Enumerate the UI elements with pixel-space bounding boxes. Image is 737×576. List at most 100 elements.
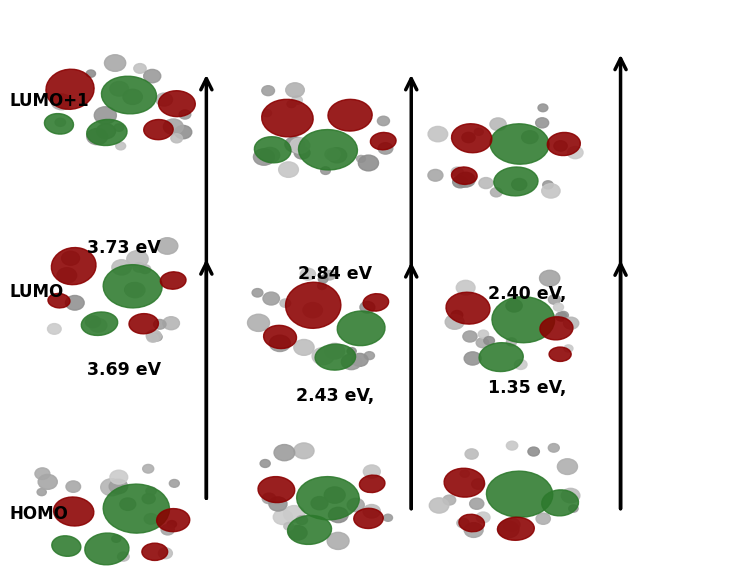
Ellipse shape [294, 443, 314, 458]
Ellipse shape [327, 532, 349, 550]
Ellipse shape [287, 516, 332, 544]
Ellipse shape [352, 354, 368, 366]
Ellipse shape [35, 468, 50, 479]
Ellipse shape [315, 344, 355, 370]
Ellipse shape [164, 119, 184, 135]
Ellipse shape [179, 110, 191, 119]
Ellipse shape [47, 324, 61, 334]
Ellipse shape [464, 522, 483, 537]
Ellipse shape [371, 132, 396, 150]
Ellipse shape [103, 484, 170, 533]
Ellipse shape [298, 130, 357, 170]
Ellipse shape [303, 302, 323, 318]
Ellipse shape [270, 335, 290, 351]
Ellipse shape [378, 143, 393, 154]
Ellipse shape [297, 476, 359, 520]
Ellipse shape [123, 89, 142, 104]
Ellipse shape [133, 263, 145, 272]
Ellipse shape [567, 146, 583, 158]
Ellipse shape [142, 494, 156, 503]
Ellipse shape [522, 131, 538, 143]
Ellipse shape [158, 548, 172, 559]
Ellipse shape [341, 354, 361, 370]
Ellipse shape [328, 99, 372, 131]
Ellipse shape [569, 505, 578, 512]
Text: 2.40 eV,: 2.40 eV, [488, 285, 566, 303]
Ellipse shape [139, 265, 150, 274]
Ellipse shape [483, 336, 495, 345]
Ellipse shape [112, 535, 121, 543]
Ellipse shape [280, 299, 290, 308]
Ellipse shape [262, 99, 313, 137]
Ellipse shape [161, 525, 175, 535]
Ellipse shape [144, 119, 173, 140]
Ellipse shape [492, 297, 554, 343]
Ellipse shape [360, 301, 375, 313]
Ellipse shape [57, 268, 77, 283]
Ellipse shape [542, 181, 553, 189]
Ellipse shape [296, 516, 307, 525]
Ellipse shape [428, 126, 447, 142]
Ellipse shape [446, 292, 490, 324]
Ellipse shape [456, 172, 475, 187]
Ellipse shape [94, 107, 116, 124]
Ellipse shape [358, 155, 379, 171]
Text: HOMO: HOMO [10, 505, 69, 524]
Ellipse shape [457, 518, 469, 528]
Ellipse shape [127, 251, 148, 267]
Ellipse shape [490, 188, 502, 197]
Ellipse shape [262, 493, 276, 503]
Ellipse shape [285, 137, 304, 152]
Ellipse shape [87, 128, 108, 145]
Ellipse shape [479, 177, 493, 188]
Ellipse shape [105, 55, 126, 71]
Ellipse shape [459, 514, 484, 532]
Ellipse shape [263, 292, 279, 305]
Ellipse shape [506, 338, 517, 346]
Ellipse shape [129, 313, 158, 334]
Ellipse shape [89, 319, 107, 332]
Ellipse shape [146, 487, 156, 495]
Ellipse shape [85, 533, 129, 565]
Ellipse shape [562, 488, 580, 503]
Ellipse shape [554, 141, 567, 151]
Ellipse shape [465, 449, 478, 459]
Ellipse shape [347, 347, 356, 355]
Ellipse shape [300, 268, 315, 280]
Ellipse shape [285, 282, 341, 328]
Ellipse shape [97, 124, 116, 139]
Ellipse shape [110, 81, 128, 96]
Ellipse shape [538, 104, 548, 112]
Ellipse shape [363, 505, 380, 518]
Ellipse shape [325, 149, 340, 160]
Ellipse shape [274, 445, 295, 461]
Ellipse shape [262, 86, 274, 96]
Ellipse shape [38, 475, 57, 490]
Ellipse shape [254, 137, 291, 163]
Ellipse shape [161, 272, 186, 289]
Ellipse shape [539, 270, 560, 286]
Ellipse shape [102, 76, 156, 114]
Text: 2.43 eV,: 2.43 eV, [296, 387, 374, 406]
Ellipse shape [117, 552, 129, 561]
Ellipse shape [497, 521, 519, 538]
Ellipse shape [101, 479, 122, 496]
Text: 3.69 eV: 3.69 eV [87, 361, 161, 380]
Ellipse shape [540, 317, 573, 340]
Ellipse shape [158, 90, 195, 117]
Ellipse shape [260, 460, 270, 468]
Ellipse shape [453, 176, 468, 188]
Ellipse shape [479, 343, 523, 372]
Ellipse shape [258, 476, 295, 503]
Ellipse shape [37, 488, 46, 496]
Ellipse shape [110, 470, 128, 484]
Ellipse shape [116, 142, 125, 150]
Ellipse shape [248, 314, 270, 331]
Ellipse shape [506, 300, 523, 312]
Ellipse shape [542, 184, 560, 198]
Ellipse shape [264, 325, 296, 348]
Ellipse shape [363, 465, 380, 478]
Ellipse shape [445, 314, 464, 329]
Ellipse shape [81, 312, 118, 335]
Ellipse shape [103, 264, 162, 308]
